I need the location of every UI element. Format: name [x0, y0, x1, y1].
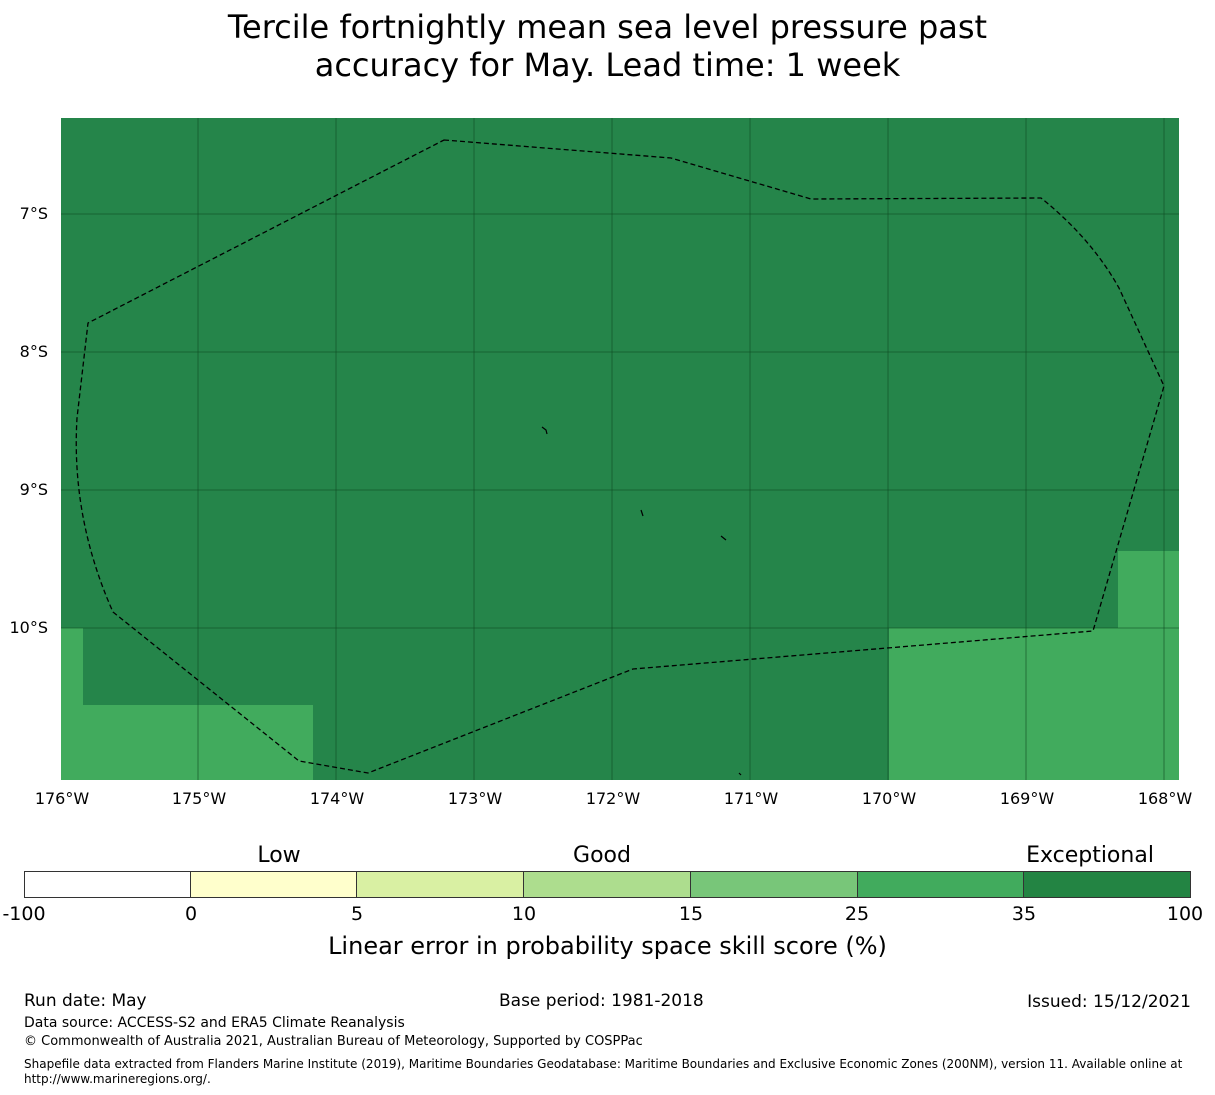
issued-date: Issued: 15/12/2021 [1027, 992, 1191, 1012]
colorbar-title: Linear error in probability space skill … [328, 932, 887, 960]
island-3 [720, 535, 727, 541]
colorbar-segment [24, 871, 191, 898]
lon-label-174w: 174°W [309, 789, 365, 808]
lon-label-173w: 173°W [447, 789, 503, 808]
eez-boundary [75, 139, 1165, 774]
colorbar [24, 871, 1191, 898]
lon-label-172w: 172°W [585, 789, 641, 808]
lon-label-168w: 168°W [1137, 789, 1193, 808]
colorbar-segment [691, 871, 858, 898]
lon-label-170w: 170°W [861, 789, 917, 808]
colorbar-tick: -100 [2, 903, 46, 925]
island-1 [541, 426, 548, 435]
colorbar-tick: 25 [844, 903, 870, 925]
lat-label-9s: 9°S [19, 480, 48, 499]
patch-sw [61, 705, 313, 780]
colorbar-segment [1024, 871, 1191, 898]
chart-title-line-2: accuracy for May. Lead time: 1 week [314, 46, 901, 84]
copyright-notice: © Commonwealth of Australia 2021, Austra… [24, 1034, 643, 1049]
graticule [61, 118, 1179, 780]
shapefile-credit: Shapefile data extracted from Flanders M… [24, 1057, 1183, 1071]
colorbar-tick: 35 [1011, 903, 1037, 925]
colorbar-tick: 100 [1166, 903, 1204, 925]
lat-label-8s: 8°S [19, 342, 48, 361]
colorbar-category-exceptional: Exceptional [1026, 843, 1154, 868]
map-canvas [61, 118, 1179, 780]
shapefile-url: http://www.marineregions.org/. [24, 1072, 211, 1086]
lon-label-171w: 171°W [723, 789, 779, 808]
colorbar-segment [191, 871, 357, 898]
run-date: Run date: May [24, 991, 147, 1011]
colorbar-tick: 15 [678, 903, 704, 925]
colorbar-segment [357, 871, 524, 898]
skill-map [61, 118, 1179, 780]
data-source: Data source: ACCESS-S2 and ERA5 Climate … [24, 1015, 405, 1031]
lat-label-10s: 10°S [9, 618, 48, 637]
patch-e [1118, 551, 1179, 631]
lon-label-175w: 175°W [171, 789, 227, 808]
lon-label-176w: 176°W [34, 789, 90, 808]
island-2 [640, 509, 644, 517]
base-period: Base period: 1981-2018 [499, 991, 704, 1011]
colorbar-category-low: Low [257, 843, 301, 868]
colorbar-tick: 5 [350, 903, 364, 925]
lon-label-169w: 169°W [999, 789, 1055, 808]
colorbar-segment [524, 871, 691, 898]
island-4 [738, 772, 742, 776]
colorbar-tick: 0 [184, 903, 198, 925]
chart-title-line-1: Tercile fortnightly mean sea level press… [227, 8, 988, 46]
colorbar-segment [858, 871, 1024, 898]
colorbar-category-good: Good [573, 843, 631, 868]
patch-se [889, 628, 1179, 780]
colorbar-tick: 10 [511, 903, 537, 925]
lat-label-7s: 7°S [19, 204, 48, 223]
